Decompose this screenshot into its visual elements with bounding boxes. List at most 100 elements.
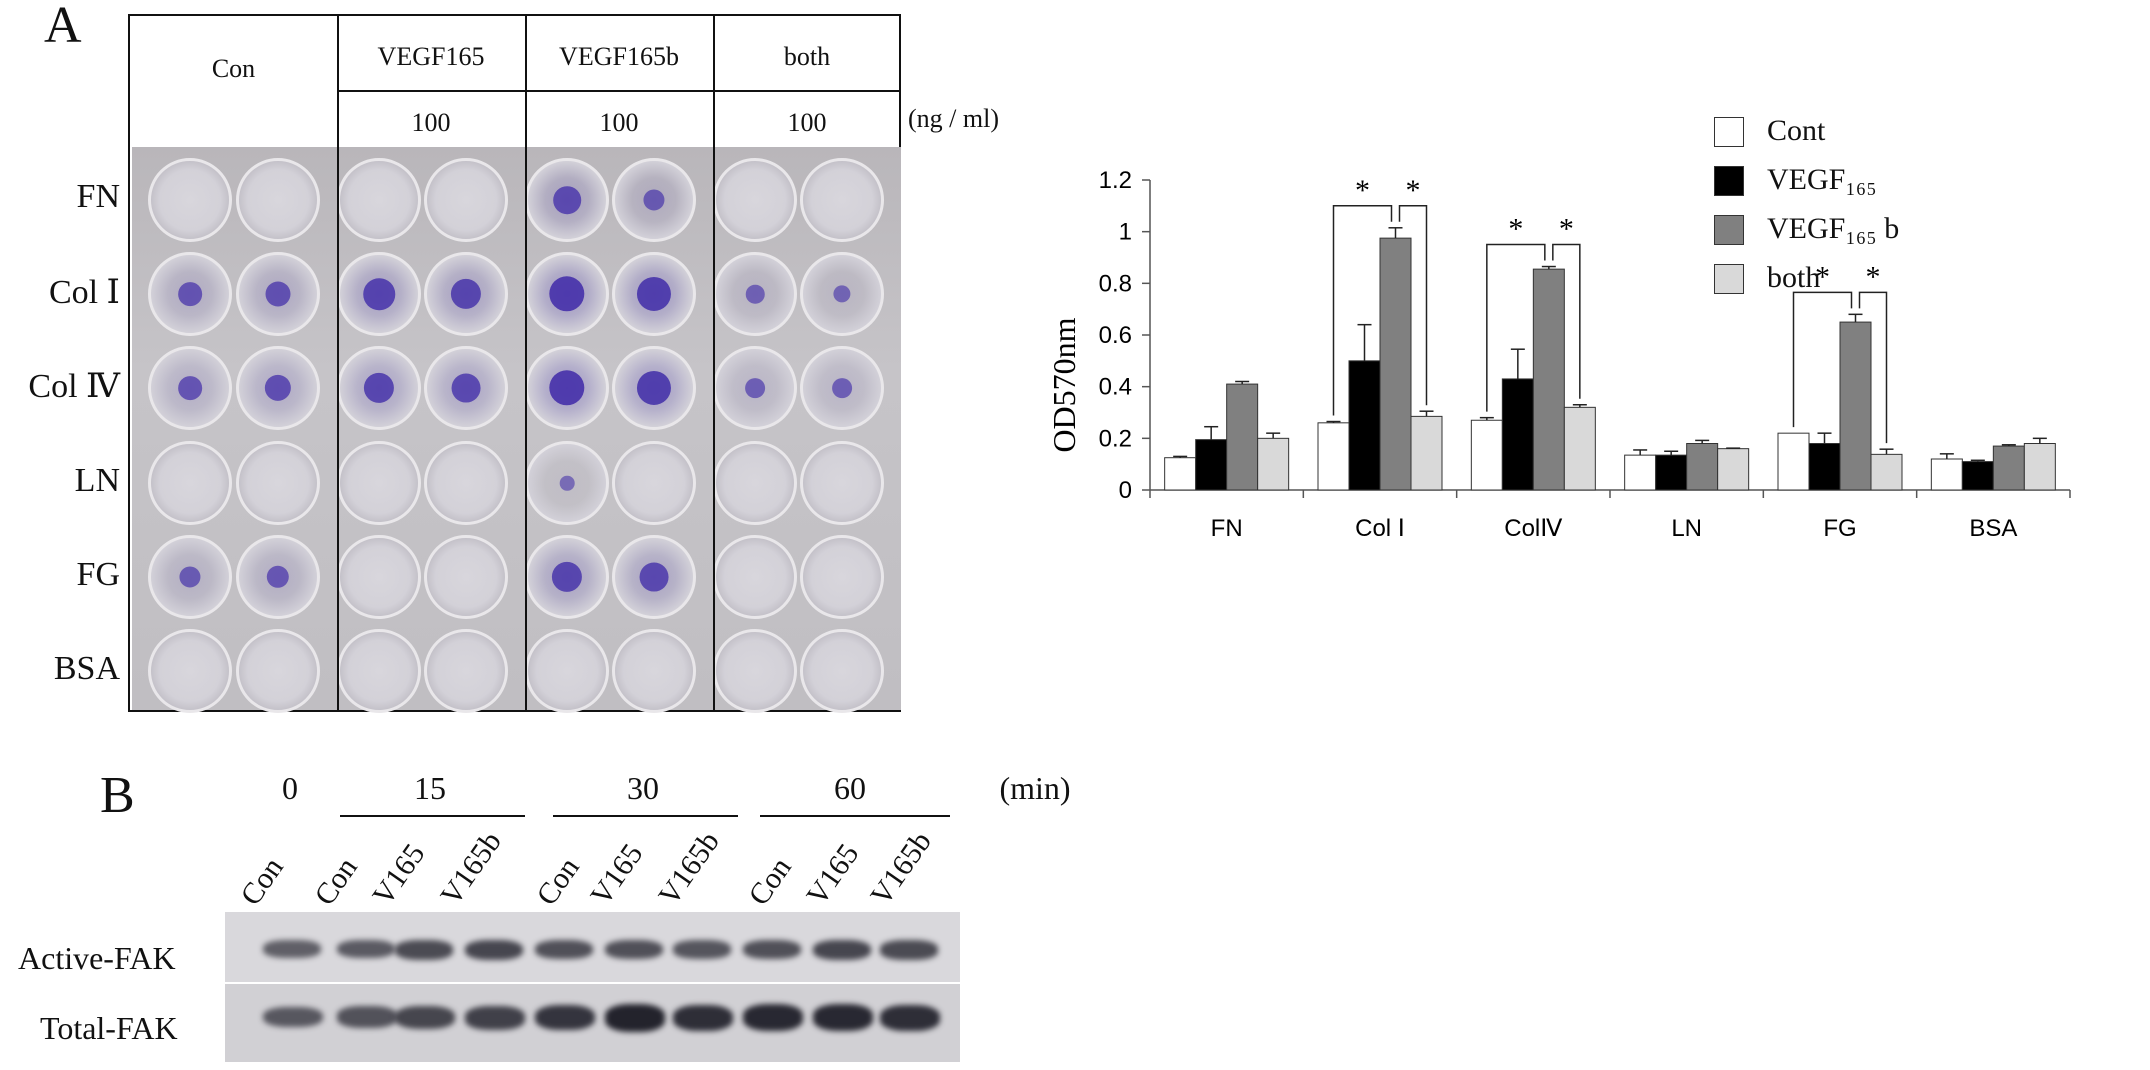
plate-well [800,158,884,242]
plate-well [236,629,320,713]
stain-spot [265,281,291,307]
plate-well [337,346,421,430]
stain-spot [264,374,292,402]
plate-well [800,346,884,430]
significance-bracket [1792,291,1853,428]
stain-spot [832,378,852,398]
active-fak-band [465,940,523,960]
stain-spot [639,562,669,592]
legend-label-vegf165b: VEGF₁₆₅ b [1767,212,1900,245]
significance-bracket [1332,205,1393,416]
conc-vegf165b: 100 [599,108,639,137]
active-fak-band [605,940,663,959]
time-60-bracket [760,815,950,817]
stain-spot [833,285,851,303]
significance-asterisk: * [1559,213,1574,246]
legend-label-cont: Cont [1767,114,1826,147]
stain-spot [179,566,201,588]
total-fak-band [743,1004,803,1032]
stain-spot [266,565,290,589]
plate-well [525,535,609,619]
plate-well [800,629,884,713]
x-tick-label: FN [1211,515,1243,542]
plate-well [800,252,884,336]
significance-asterisk: * [1866,260,1881,293]
plate-well [612,252,696,336]
plate-well [612,158,696,242]
bar [1930,458,1963,491]
stain-spot [451,373,481,403]
stain-spot [178,282,202,306]
plate-well [612,346,696,430]
bar [1257,437,1290,491]
bar [1624,454,1657,491]
plate-well [525,629,609,713]
x-tick-label: BSA [1969,515,2017,542]
plate-well [148,346,232,430]
plate-well [148,441,232,525]
x-tick-label: LN [1671,515,1702,542]
bar [1686,443,1719,491]
row-label-fg: FG [76,556,120,593]
plate-well [236,252,320,336]
total-fak-band [535,1004,595,1031]
bar [1501,378,1534,491]
concentration-units: (ng / ml) [908,104,999,133]
col-header-vegf165b: VEGF165b [559,42,679,71]
plate-well [424,158,508,242]
plate-well [337,629,421,713]
total-fak-band [337,1006,397,1028]
active-fak-band [395,940,453,960]
lane-label: V165b [652,825,727,912]
active-fak-band [743,940,801,959]
row-label-bsa: BSA [53,650,120,687]
lane-label: Con [530,851,586,912]
x-tick-label: Col Ⅰ [1355,515,1405,542]
plate-well [713,346,797,430]
stain-spot [553,186,581,214]
bar [1563,406,1596,491]
lane-label: V165 [584,837,650,912]
total-fak-band [395,1005,455,1029]
bar [1777,432,1810,491]
plate-photo [132,147,901,713]
plate-well [424,535,508,619]
y-tick-label: 1 [1119,219,1132,246]
total-fak-band [605,1004,665,1032]
plate-well [525,252,609,336]
bar [1839,321,1872,491]
lane-label: Con [234,851,290,912]
stain-spot [745,378,765,398]
plate-well [612,629,696,713]
active-fak-band [263,940,321,958]
lane-label: V165 [366,837,432,912]
plate-well [800,441,884,525]
plate-well [612,535,696,619]
plate-well [713,252,797,336]
active-fak-band [535,940,593,959]
stain-spot [363,278,395,310]
western-blot [225,912,960,1062]
row-label-active-fak: Active-FAK [18,940,176,976]
stain-spot [643,189,665,211]
bar [1808,443,1841,491]
total-fak-band [673,1004,733,1031]
plate-well [337,441,421,525]
bar [1992,445,2025,491]
plate-well [713,441,797,525]
panel-a-label: A [44,0,82,54]
significance-asterisk: * [1508,213,1523,246]
stain-spot [559,475,575,491]
legend-swatch-vegf165b [1714,215,1744,245]
plate-well [612,441,696,525]
plate-well [148,535,232,619]
active-fak-band [813,940,871,960]
col-header-vegf165: VEGF165 [377,42,485,71]
legend-swatch-cont [1714,117,1744,147]
bar [1195,439,1228,491]
significance-asterisk: * [1815,260,1830,293]
bar [1532,268,1565,491]
stain-spot [450,278,482,310]
stain-spot [549,276,585,312]
panel-b-label: B [100,767,135,824]
